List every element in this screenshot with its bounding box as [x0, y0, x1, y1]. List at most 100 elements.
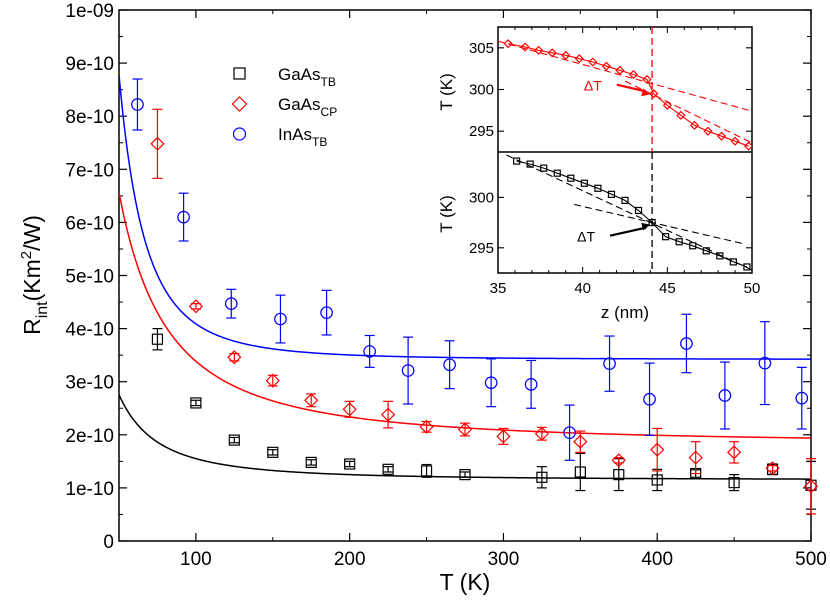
data-points — [131, 78, 819, 515]
inset-bottom-x-tick-label: 45 — [659, 280, 676, 297]
inset-bottom-delta-label: ΔT — [577, 229, 595, 245]
y-tick-label: 3e-10 — [65, 373, 114, 394]
inset-bottom-profile-line — [516, 160, 748, 268]
y-tick-label: 8e-10 — [65, 107, 114, 128]
inset-top-data-point — [730, 136, 740, 146]
y-tick-label: 5e-10 — [65, 267, 114, 288]
inset-bottom-data-point — [580, 179, 588, 187]
data-point-gaas-tb — [305, 456, 317, 469]
data-point-gaas-cp — [496, 429, 511, 444]
inset-bottom-data-point — [621, 196, 629, 204]
data-point-inas-tb — [320, 306, 333, 320]
y-tick-label: 2e-10 — [65, 426, 114, 447]
inset-bottom-data-point — [689, 242, 697, 250]
data-point-inas-tb — [603, 357, 616, 370]
inset-top-data-point — [662, 100, 672, 110]
data-point-gaas-tb — [536, 471, 548, 483]
inset-top-data-point — [628, 69, 639, 80]
x-axis-title: T (K) — [440, 569, 491, 595]
inset-top-data-point — [744, 141, 752, 151]
legend-marker-gaas-tb — [233, 67, 246, 80]
data-point-gaas-cp — [611, 453, 626, 468]
y-tick-label: 0 — [103, 532, 114, 553]
inset-top-y-tick-label: 305 — [469, 40, 494, 57]
inset-top-data-point — [534, 45, 544, 55]
data-point-inas-tb — [524, 378, 538, 391]
inset-top-data-point — [716, 131, 727, 141]
data-point-gaas-tb — [651, 474, 663, 486]
inset-top-y-tick-label: 295 — [469, 123, 494, 140]
data-point-inas-tb — [718, 389, 732, 402]
inset-top-plot-area — [498, 27, 752, 152]
data-point-gaas-tb — [228, 434, 240, 446]
x-tick-label: 300 — [488, 549, 520, 570]
inset-top-data-point — [503, 39, 513, 49]
x-tick-label: 500 — [795, 549, 827, 570]
x-tick-label: 200 — [334, 549, 366, 570]
inset: 295 300 305 ΔT 295 300 35 40 45 50 ΔT z (nm) T (K… — [437, 26, 760, 322]
inset-top-data-point — [547, 48, 557, 58]
data-point-inas-tb — [401, 364, 415, 377]
y-tick-label: 6e-10 — [65, 213, 114, 234]
data-point-gaas-cp — [765, 461, 780, 476]
y-tick-label: 1e-10 — [65, 479, 114, 500]
inset-top-data-point — [703, 126, 713, 136]
data-point-gaas-tb — [344, 458, 356, 470]
inset-bottom-data-point — [567, 174, 575, 182]
data-point-gaas-tb — [613, 469, 625, 481]
legend-label-gaas-tb-sub: TB — [321, 75, 336, 89]
inset-top-data-point — [615, 65, 625, 75]
inset-bottom-delta-arrow — [609, 226, 647, 237]
inset-frame — [497, 26, 753, 274]
y-tick-label: 4e-10 — [65, 320, 114, 341]
data-point-gaas-cp — [803, 479, 819, 494]
inset-top-data-point — [574, 54, 584, 64]
data-point-gaas-cp — [419, 419, 434, 434]
legend-label-gaas-cp-sub: CP — [321, 105, 338, 119]
inset-top-panel: 295 300 305 ΔT — [469, 27, 753, 152]
inset-bottom-data-point — [607, 190, 616, 198]
legend-label-inas-tb-main: InAs — [278, 125, 312, 144]
inset-bottom-dashed-fit-line — [506, 154, 752, 271]
data-point-gaas-cp — [457, 422, 473, 437]
legend-marker-inas-tb — [232, 127, 247, 141]
data-point-gaas-tb — [151, 333, 164, 345]
legend-marker-gaas-cp — [231, 96, 248, 112]
inset-top-data-point — [561, 50, 571, 60]
inset-top-profile-line — [508, 43, 749, 147]
inset-bottom-dashed-fit-line — [574, 203, 744, 245]
inset-bottom-data-point — [662, 233, 670, 241]
inset-bottom-y-tick-label: 295 — [469, 240, 494, 257]
inset-bottom-data-point — [513, 157, 521, 165]
legend-label-gaas-tb-main: GaAs — [278, 65, 321, 84]
data-point-gaas-cp — [534, 426, 549, 441]
fit-curve-inas-tb — [119, 74, 811, 360]
inset-top-data-point — [689, 120, 700, 130]
inset-bottom-data-point — [594, 184, 602, 192]
inset-top-data-point — [642, 74, 652, 85]
inset-top-data-point — [649, 89, 659, 99]
inset-bottom-data-point — [634, 206, 643, 215]
inset-bottom-y-axis-title: T (K) — [437, 195, 456, 232]
y-axis-title-sub: int — [34, 301, 51, 318]
data-point-gaas-tb — [459, 469, 471, 481]
inset-bottom-data-point — [540, 164, 548, 172]
data-point-inas-tb — [131, 98, 144, 111]
data-point-inas-tb — [484, 376, 498, 390]
data-point-gaas-tb — [420, 465, 433, 477]
inset-bottom-panel: 295 300 35 40 45 50 ΔT — [469, 152, 760, 297]
inset-top-data-point — [676, 110, 686, 120]
data-point-gaas-cp — [265, 373, 280, 388]
y-axis-title-sup: 2 — [18, 251, 35, 259]
inset-top-delta-arrowhead — [641, 88, 651, 97]
inset-bottom-plot-area — [506, 152, 752, 273]
inset-bottom-delta-arrowhead — [641, 222, 651, 231]
y-tick-label: 9e-10 — [65, 54, 114, 75]
svg-text:Rint(Km2/W): Rint(Km2/W) — [18, 215, 51, 335]
legend: GaAsTB GaAsCP InAsTB — [231, 65, 338, 149]
y-axis-title: Rint(Km2/W) — [18, 215, 51, 335]
inset-bottom-x-tick-label: 50 — [744, 280, 761, 297]
legend-label-gaas-cp-main: GaAs — [278, 95, 321, 114]
data-point-inas-tb — [177, 210, 190, 224]
